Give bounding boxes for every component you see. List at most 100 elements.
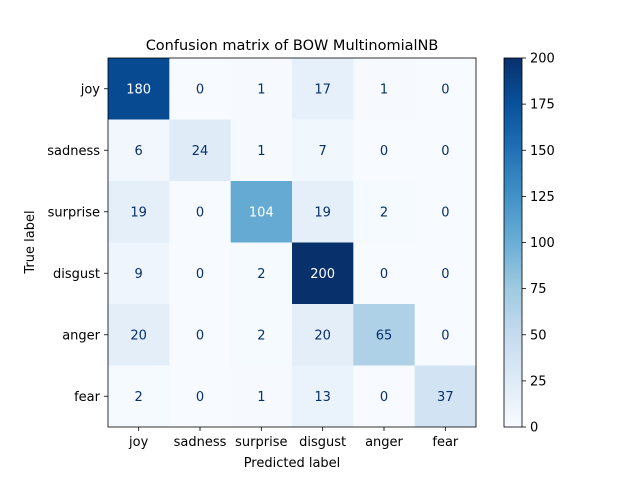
cell-value-label: 0 xyxy=(441,267,449,282)
plot-frame xyxy=(107,57,477,428)
heatmap-cell xyxy=(292,58,354,120)
heatmap-cell xyxy=(169,119,232,182)
colorbar-tick-label: 75 xyxy=(530,282,547,297)
y-tick-label: anger xyxy=(62,328,100,343)
cell-value-label: 1 xyxy=(380,82,388,97)
colorbar-tick-label: 175 xyxy=(530,98,555,113)
heatmap-cell xyxy=(230,304,293,366)
cell-value-label: 0 xyxy=(441,82,449,97)
cell-value-label: 1 xyxy=(257,390,265,405)
heatmap-cell xyxy=(169,181,232,243)
y-tick-label: fear xyxy=(74,390,101,405)
cell-value-label: 2 xyxy=(257,267,265,282)
heatmap-cell xyxy=(108,365,170,428)
y-axis-label: True label xyxy=(23,210,38,274)
heatmap-cell-labels: 180 0 1 17 1 06 24 1 7 0 019 0 104 19 2 09 0 2 200 0 020 0 2 20… xyxy=(126,82,453,405)
cell-value-label: 1 xyxy=(257,82,265,97)
heatmap-cell xyxy=(108,181,170,243)
heatmap-cell xyxy=(169,58,232,120)
colorbar-tick-label: 125 xyxy=(530,190,555,205)
cell-value-label: 65 xyxy=(376,328,393,343)
heatmap-cell xyxy=(108,119,170,182)
cell-value-label: 0 xyxy=(196,205,204,220)
heatmap-cell xyxy=(414,242,477,305)
y-tick-label: disgust xyxy=(53,267,100,282)
heatmap-cell xyxy=(292,181,354,243)
cell-value-label: 20 xyxy=(314,328,331,343)
cell-value-label: 6 xyxy=(135,144,143,159)
heatmap-cell xyxy=(414,119,477,182)
heatmap-cell xyxy=(108,242,170,305)
cell-value-label: 0 xyxy=(380,390,388,405)
cell-value-label: 9 xyxy=(135,267,143,282)
y-tick-label: joy xyxy=(80,82,101,97)
cell-value-label: 19 xyxy=(314,205,331,220)
heatmap-cell xyxy=(230,58,293,120)
y-axis: joy sadness surprise disgust anger fear xyxy=(47,82,108,405)
cell-value-label: 1 xyxy=(257,144,265,159)
heatmap-cell xyxy=(353,304,416,366)
cell-value-label: 7 xyxy=(319,144,327,159)
heatmap-cell xyxy=(292,242,354,305)
x-tick-label: joy xyxy=(128,435,149,450)
x-axis: joy sadness surprise disgust anger fear xyxy=(128,427,459,450)
cell-value-label: 20 xyxy=(130,328,147,343)
cell-value-label: 0 xyxy=(196,328,204,343)
heatmap-cell xyxy=(353,119,416,182)
cell-value-label: 0 xyxy=(380,144,388,159)
x-axis-label: Predicted label xyxy=(244,456,341,471)
x-tick-label: fear xyxy=(432,435,459,450)
colorbar-tick-label: 100 xyxy=(530,236,555,251)
colorbar-tick-label: 50 xyxy=(530,328,547,343)
cell-value-label: 24 xyxy=(192,144,209,159)
heatmap-cell xyxy=(230,365,293,428)
heatmap-cell xyxy=(230,242,293,305)
y-tick-label: surprise xyxy=(48,205,100,220)
cell-value-label: 0 xyxy=(196,390,204,405)
heatmap-cell xyxy=(108,58,170,120)
colorbar-tick-label: 0 xyxy=(530,421,538,436)
heatmap-cells xyxy=(108,58,477,428)
cell-value-label: 180 xyxy=(126,82,151,97)
x-tick-label: surprise xyxy=(235,435,287,450)
cell-value-label: 19 xyxy=(130,205,147,220)
heatmap-cell xyxy=(353,365,416,428)
cell-value-label: 0 xyxy=(380,267,388,282)
heatmap-cell xyxy=(353,58,416,120)
cell-value-label: 0 xyxy=(441,144,449,159)
heatmap-cell xyxy=(353,242,416,305)
cell-value-label: 2 xyxy=(380,205,388,220)
cell-value-label: 0 xyxy=(196,82,204,97)
colorbar-tick-label: 25 xyxy=(530,374,547,389)
colorbar-tick-label: 200 xyxy=(530,52,555,67)
x-tick-label: disgust xyxy=(299,435,346,450)
x-tick-label: sadness xyxy=(174,435,227,450)
heatmap-cell xyxy=(169,242,232,305)
heatmap-cell xyxy=(414,181,477,243)
cell-value-label: 0 xyxy=(441,205,449,220)
heatmap-cell xyxy=(230,181,293,243)
heatmap-cell xyxy=(414,365,477,428)
colorbar xyxy=(503,57,523,428)
heatmap-cell xyxy=(169,365,232,428)
cell-value-label: 13 xyxy=(314,390,331,405)
cell-value-label: 200 xyxy=(310,267,335,282)
heatmap-cell xyxy=(414,58,477,120)
cell-value-label: 37 xyxy=(437,390,454,405)
colorbar-ticks: 0 25 50 75 100 125 150 175 200 xyxy=(522,52,555,436)
colorbar-tick-label: 150 xyxy=(530,144,555,159)
heatmap-cell xyxy=(292,365,354,428)
heatmap-cell xyxy=(353,181,416,243)
cell-value-label: 0 xyxy=(441,328,449,343)
cell-value-label: 0 xyxy=(196,267,204,282)
cell-value-label: 17 xyxy=(314,82,331,97)
cell-value-label: 2 xyxy=(257,328,265,343)
heatmap-cell xyxy=(230,119,293,182)
heatmap-cell xyxy=(292,119,354,182)
heatmap-cell xyxy=(292,304,354,366)
cell-value-label: 104 xyxy=(249,205,274,220)
heatmap-cell xyxy=(108,304,170,366)
chart-title: Confusion matrix of BOW MultinomialNB xyxy=(146,38,439,54)
heatmap-cell xyxy=(169,304,232,366)
